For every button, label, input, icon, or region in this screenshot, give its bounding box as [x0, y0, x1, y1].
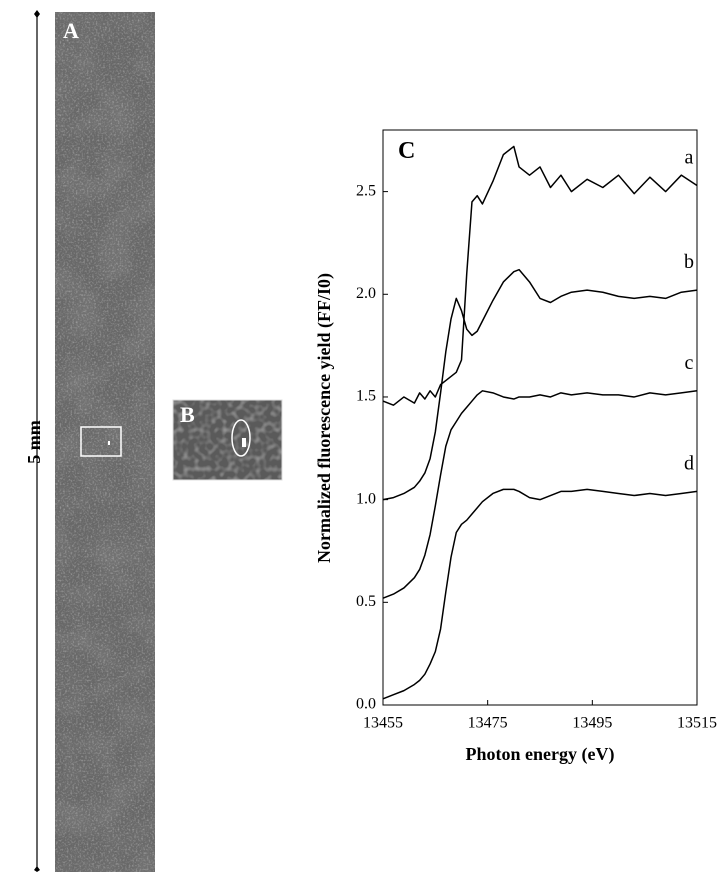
data-line: [382, 488, 698, 700]
x-tick-label: 13475: [468, 715, 508, 732]
y-axis-label: Normalized fluorescence yield (FF/I0): [314, 273, 335, 563]
series-label: c: [685, 352, 694, 374]
scale-bar: [34, 10, 40, 872]
data-line: [382, 390, 698, 599]
panel-label: B: [180, 402, 195, 427]
x-tick-label: 13515: [677, 715, 717, 732]
panel-b-image: [172, 399, 283, 481]
plot-frame: [382, 129, 698, 706]
scale-bar-label: 5 mm: [24, 420, 44, 464]
panel-a-image: [55, 12, 155, 872]
series-label: a: [685, 146, 694, 168]
y-tick-label: 1.5: [356, 388, 376, 405]
series-label: d: [684, 452, 694, 474]
panel-label: C: [398, 138, 415, 164]
y-tick-label: 0.0: [356, 696, 376, 713]
y-tick-label: 1.0: [356, 490, 376, 507]
series-label: b: [684, 251, 694, 273]
x-axis-label: Photon energy (eV): [466, 744, 615, 765]
data-line: [382, 268, 698, 501]
y-tick-label: 2.5: [356, 182, 376, 199]
x-tick-label: 13495: [572, 715, 612, 732]
y-tick-label: 2.0: [356, 285, 376, 302]
data-line: [382, 145, 698, 406]
panel-label: A: [63, 18, 79, 43]
x-tick-label: 13455: [363, 715, 403, 732]
y-tick-label: 0.5: [356, 593, 376, 610]
